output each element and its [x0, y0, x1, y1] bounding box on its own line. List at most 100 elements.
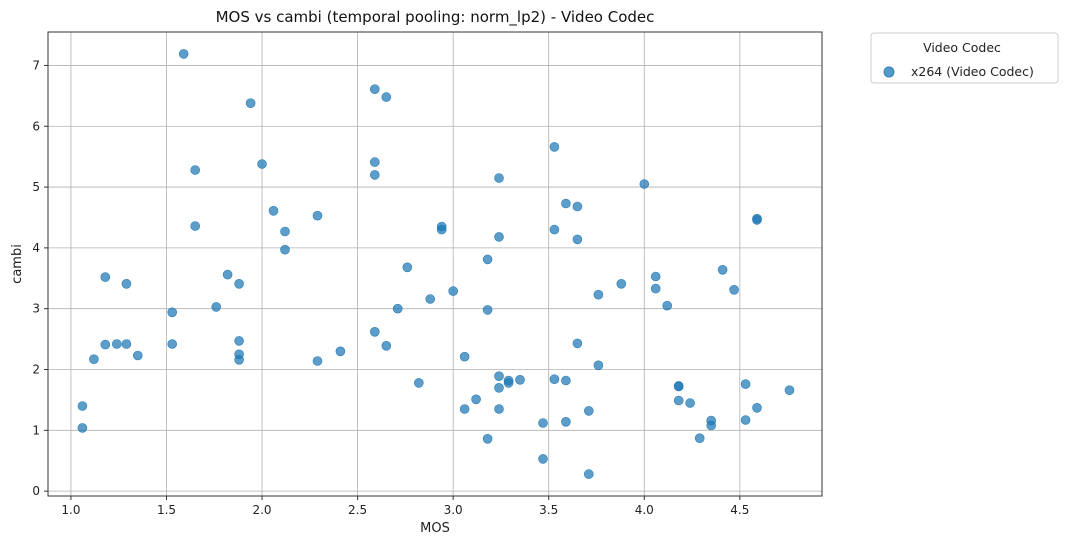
- y-tick-label: 6: [32, 119, 40, 133]
- data-point: [752, 402, 762, 413]
- data-point: [549, 374, 560, 385]
- x-tick-label: 2.5: [348, 503, 367, 517]
- data-point: [402, 262, 413, 273]
- data-point: [482, 305, 493, 315]
- data-point: [222, 269, 233, 280]
- data-point: [752, 215, 762, 225]
- y-tick-label: 2: [32, 363, 40, 377]
- data-point: [706, 420, 717, 431]
- data-point: [121, 278, 132, 289]
- data-point: [662, 300, 673, 311]
- chart-title: MOS vs cambi (temporal pooling: norm_lp2…: [216, 8, 655, 27]
- data-point: [729, 284, 739, 295]
- x-tick-label: 4.0: [635, 503, 654, 517]
- data-point: [494, 404, 504, 414]
- legend-box: [870, 32, 1059, 84]
- x-tick-label: 2.0: [252, 503, 271, 517]
- x-tick-label: 4.5: [730, 503, 749, 517]
- data-point: [448, 286, 459, 296]
- data-point: [503, 378, 514, 388]
- data-point: [89, 354, 99, 365]
- data-point: [561, 198, 571, 209]
- data-point: [211, 302, 221, 312]
- data-point: [482, 433, 493, 444]
- data-point: [549, 142, 560, 152]
- data-point: [561, 375, 571, 386]
- data-point: [369, 326, 380, 337]
- x-axis-title: MOS: [420, 521, 450, 536]
- data-point: [190, 165, 200, 175]
- y-axis: 0 1 2 3 4 5 6 7: [32, 58, 48, 498]
- data-point: [459, 351, 470, 362]
- data-point: [257, 159, 267, 169]
- legend-title: Video Codec: [923, 40, 1001, 55]
- data-point: [167, 339, 177, 349]
- x-tick-label: 3.5: [539, 503, 558, 517]
- x-tick-label: 1.0: [61, 503, 80, 517]
- plot-area: [47, 31, 823, 497]
- y-tick-label: 7: [32, 58, 40, 72]
- y-tick-label: 4: [32, 241, 40, 255]
- data-point: [784, 385, 795, 396]
- data-point: [694, 433, 705, 444]
- data-point: [280, 244, 290, 255]
- data-point: [190, 221, 200, 231]
- data-point: [561, 416, 571, 427]
- data-point: [178, 49, 189, 59]
- data-points: [77, 49, 795, 479]
- data-point: [740, 379, 751, 389]
- data-point: [100, 339, 111, 350]
- data-point: [335, 346, 346, 357]
- data-point: [312, 356, 323, 366]
- y-tick-label: 0: [32, 484, 40, 498]
- y-tick-label: 5: [32, 180, 40, 194]
- data-point: [572, 201, 583, 212]
- data-point: [572, 338, 583, 349]
- data-point: [583, 406, 594, 416]
- data-point: [280, 226, 290, 237]
- data-point: [717, 264, 728, 275]
- data-point: [245, 98, 256, 108]
- y-tick-label: 3: [32, 302, 40, 316]
- x-tick-label: 1.5: [157, 503, 176, 517]
- data-point: [593, 360, 604, 371]
- data-point: [121, 339, 132, 349]
- data-point: [413, 378, 424, 388]
- data-point: [268, 206, 279, 216]
- x-tick-label: 3.0: [444, 503, 463, 517]
- x-axis: 1.0 1.5 2.0 2.5 3.0 3.5 4.0 4.5: [61, 496, 749, 517]
- data-point: [494, 371, 504, 382]
- data-point: [685, 398, 695, 408]
- data-point: [673, 395, 684, 406]
- data-point: [740, 415, 751, 425]
- data-point: [77, 401, 88, 411]
- grid-lines: [48, 32, 822, 496]
- data-point: [650, 283, 661, 294]
- legend-marker: [883, 66, 895, 78]
- data-point: [425, 294, 436, 304]
- data-point: [471, 394, 481, 405]
- data-point: [494, 232, 504, 242]
- data-point: [381, 92, 392, 102]
- data-point: [616, 278, 627, 289]
- data-point: [436, 224, 447, 235]
- legend: Video Codec x264 (Video Codec): [870, 32, 1059, 84]
- data-point: [494, 173, 504, 183]
- data-point: [392, 303, 403, 314]
- data-point: [494, 382, 504, 393]
- data-point: [381, 340, 392, 351]
- data-point: [369, 157, 380, 167]
- data-point: [549, 224, 560, 235]
- data-point: [515, 374, 525, 385]
- data-point: [538, 418, 548, 428]
- data-point: [650, 271, 661, 282]
- data-point: [112, 339, 122, 349]
- data-point: [133, 350, 143, 361]
- data-point: [593, 289, 604, 300]
- data-point: [639, 179, 650, 189]
- data-point: [673, 381, 684, 392]
- data-point: [234, 278, 244, 289]
- data-point: [77, 423, 88, 433]
- data-point: [234, 336, 244, 346]
